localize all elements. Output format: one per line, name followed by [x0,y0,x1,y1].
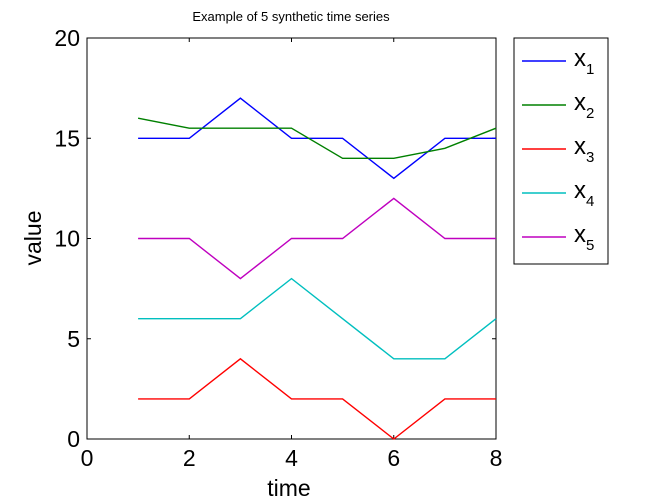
series-line-x2 [137,117,497,160]
chart-title: Example of 5 synthetic time series [192,9,390,24]
legend-label-x5: x5 [574,221,594,254]
legend-label-x1: x1 [574,45,594,78]
y-tick-label: 20 [54,25,80,51]
series-line-x5 [138,197,496,280]
y-axis-label: value [20,211,46,266]
legend-label-x4: x4 [574,177,594,210]
x-axis-label: time [267,475,310,501]
x-tick-label: 4 [285,445,298,471]
x-tick-label: 0 [81,445,94,471]
legend-label-x3: x3 [574,133,594,166]
y-tick-label: 15 [54,125,80,151]
legend-box [513,37,609,265]
series-line-x3 [138,357,496,440]
axis-ticks: 0 2 4 6 8 0 5 10 15 20 [54,25,502,471]
x-tick-label: 8 [490,445,503,471]
x-tick-label: 2 [183,445,196,471]
legend-label-x2: x2 [574,89,594,122]
y-tick-label: 0 [67,426,80,452]
series-line-x1 [138,97,496,180]
y-tick-label: 5 [67,326,80,352]
legend: x1 x2 x3 x4 x5 [513,37,609,265]
x-tick-label: 6 [387,445,400,471]
y-tick-label: 10 [54,226,80,252]
series-lines [137,97,497,440]
series-line-x4 [138,277,497,360]
